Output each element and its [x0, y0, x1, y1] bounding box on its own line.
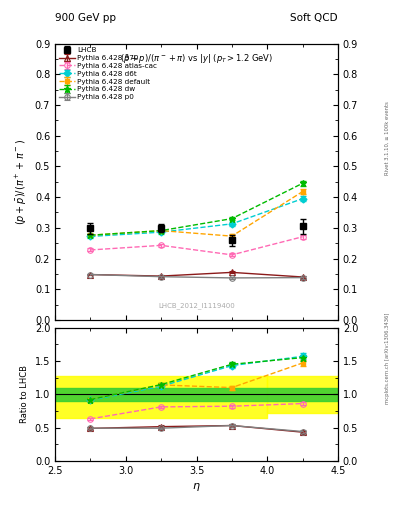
Text: mcplots.cern.ch [arXiv:1306.3436]: mcplots.cern.ch [arXiv:1306.3436] [385, 313, 389, 404]
Text: $(\bar{p}+p)/(\pi^-+\pi)$ vs $|y|$ $(p_T > 1.2\ \mathrm{GeV})$: $(\bar{p}+p)/(\pi^-+\pi)$ vs $|y|$ $(p_T… [120, 52, 273, 65]
Text: Rivet 3.1.10, ≥ 100k events: Rivet 3.1.10, ≥ 100k events [385, 101, 389, 175]
X-axis label: $\eta$: $\eta$ [192, 481, 201, 493]
Text: LHCB_2012_I1119400: LHCB_2012_I1119400 [158, 302, 235, 309]
Text: 900 GeV pp: 900 GeV pp [55, 13, 116, 23]
Y-axis label: $(p+\bar{p})/(\pi^++\pi^-)$: $(p+\bar{p})/(\pi^++\pi^-)$ [14, 139, 29, 225]
Y-axis label: Ratio to LHCB: Ratio to LHCB [20, 365, 29, 423]
Legend: LHCB, Pythia 6.428 370, Pythia 6.428 atlas-cac, Pythia 6.428 d6t, Pythia 6.428 d: LHCB, Pythia 6.428 370, Pythia 6.428 atl… [57, 45, 160, 102]
Text: Soft QCD: Soft QCD [290, 13, 338, 23]
